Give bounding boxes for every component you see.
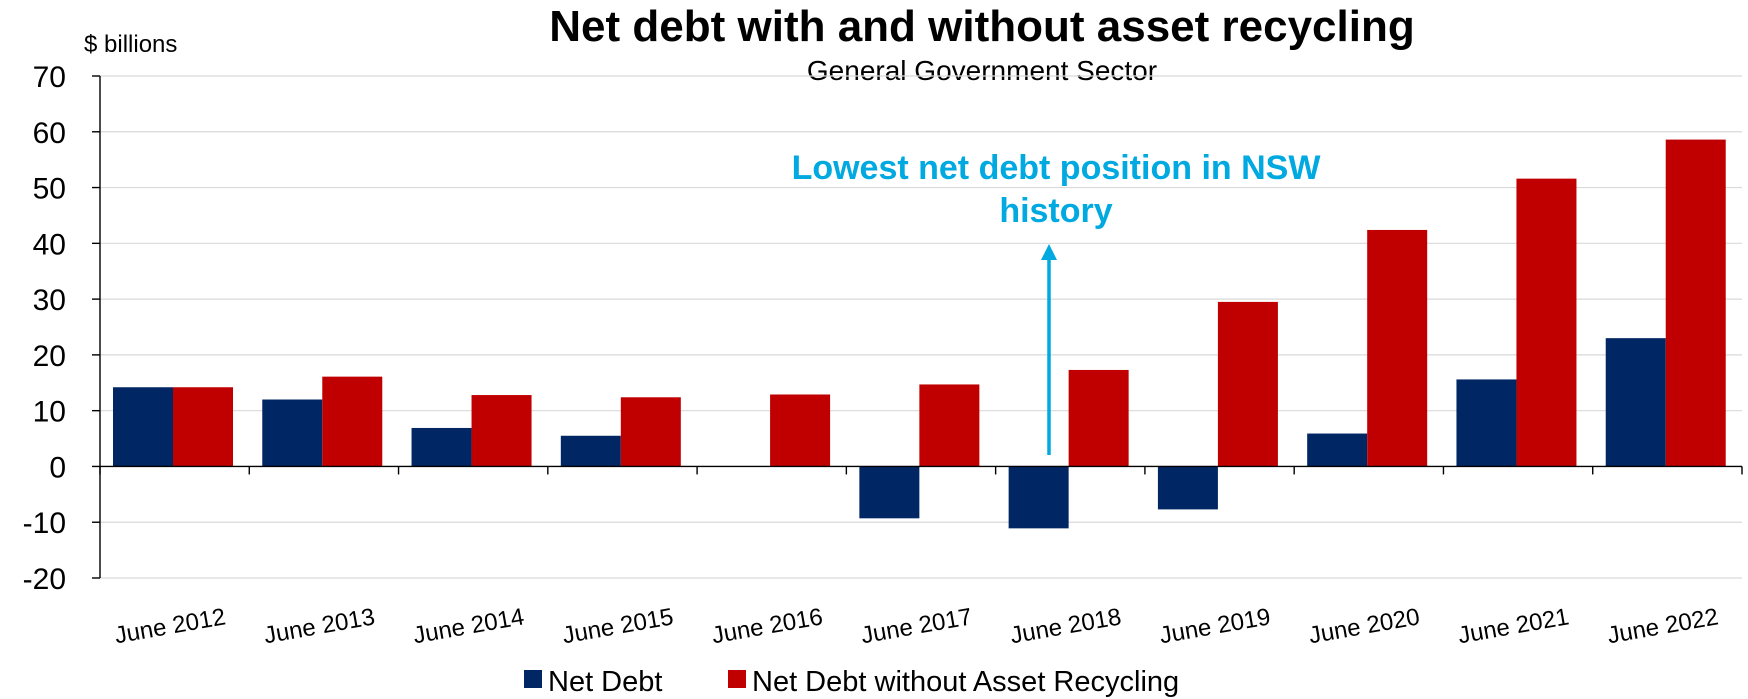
y-tick-label: 50 bbox=[33, 173, 66, 206]
x-axis-ticks: June 2012 June 2013 June 2014 June 2015 June… bbox=[99, 466, 1743, 649]
x-tick-label: June 2020 bbox=[1307, 603, 1422, 649]
bar-net-debt-june-2015 bbox=[560, 435, 621, 467]
annotation-line-1: Lowest net debt position in NSW bbox=[792, 149, 1322, 187]
bar-net-debt-without-asset-recycling-june-2022 bbox=[1665, 139, 1726, 467]
bar-net-debt-june-2021 bbox=[1456, 379, 1517, 467]
bar-net-debt-june-2020 bbox=[1307, 433, 1368, 467]
x-tick-label: June 2012 bbox=[113, 603, 228, 649]
bars bbox=[113, 139, 1726, 529]
x-tick-label: June 2019 bbox=[1157, 603, 1272, 649]
x-tick-label: June 2013 bbox=[262, 603, 377, 649]
legend-label-net-debt-without-asset-recycling: Net Debt without Asset Recycling bbox=[752, 666, 1179, 698]
x-tick-label: June 2015 bbox=[560, 603, 675, 649]
bar-net-debt-june-2019 bbox=[1157, 466, 1218, 510]
x-tick-label: June 2016 bbox=[710, 603, 825, 649]
x-tick-label: June 2017 bbox=[859, 603, 974, 649]
bar-net-debt-without-asset-recycling-june-2019 bbox=[1217, 301, 1278, 467]
y-tick-label: 0 bbox=[49, 451, 66, 484]
legend-label-net-debt: Net Debt bbox=[548, 666, 662, 698]
annotation: Lowest net debt position in NSW history bbox=[792, 149, 1322, 455]
bar-net-debt-without-asset-recycling-june-2014 bbox=[471, 395, 532, 467]
bar-net-debt-without-asset-recycling-june-2021 bbox=[1516, 178, 1577, 467]
chart-subtitle: General Government Sector bbox=[807, 55, 1157, 86]
bar-net-debt-june-2013 bbox=[262, 399, 323, 467]
y-tick-label: 70 bbox=[33, 61, 66, 94]
annotation-arrowhead-icon bbox=[1041, 244, 1057, 260]
y-axis-ticks: 70 60 50 40 30 20 10 0 -10 -20 bbox=[23, 61, 100, 596]
y-tick-label: -20 bbox=[23, 563, 66, 596]
x-tick-label: June 2021 bbox=[1456, 603, 1571, 649]
legend-swatch-net-debt-without-asset-recycling bbox=[728, 670, 746, 688]
legend: Net Debt Net Debt without Asset Recyclin… bbox=[524, 666, 1179, 698]
bar-net-debt-june-2022 bbox=[1605, 338, 1666, 467]
legend-swatch-net-debt bbox=[524, 670, 542, 688]
y-tick-label: 60 bbox=[33, 117, 66, 150]
y-tick-label: 40 bbox=[33, 228, 66, 261]
bar-net-debt-without-asset-recycling-june-2020 bbox=[1367, 229, 1428, 467]
bar-net-debt-june-2018 bbox=[1008, 466, 1069, 529]
y-tick-label: 10 bbox=[33, 396, 66, 429]
y-tick-label: 20 bbox=[33, 340, 66, 373]
bar-net-debt-june-2014 bbox=[411, 427, 472, 467]
bar-net-debt-without-asset-recycling-june-2018 bbox=[1068, 369, 1129, 467]
y-tick-label: -10 bbox=[23, 507, 66, 540]
bar-net-debt-without-asset-recycling-june-2017 bbox=[919, 384, 980, 467]
x-tick-label: June 2022 bbox=[1605, 603, 1720, 649]
bar-net-debt-without-asset-recycling-june-2015 bbox=[620, 397, 681, 467]
chart-title: Net debt with and without asset recyclin… bbox=[549, 2, 1414, 51]
x-tick-label: June 2018 bbox=[1008, 603, 1123, 649]
annotation-line-2: history bbox=[999, 192, 1112, 230]
bar-net-debt-june-2017 bbox=[859, 466, 920, 519]
y-unit-label: $ billions bbox=[84, 31, 177, 58]
axes bbox=[99, 76, 1742, 578]
bar-net-debt-without-asset-recycling-june-2013 bbox=[322, 376, 383, 467]
x-tick-label: June 2014 bbox=[411, 603, 526, 649]
bar-net-debt-without-asset-recycling-june-2012 bbox=[173, 387, 233, 467]
y-tick-label: 30 bbox=[33, 284, 66, 317]
bar-net-debt-without-asset-recycling-june-2016 bbox=[770, 394, 831, 467]
bar-net-debt-june-2012 bbox=[113, 387, 173, 467]
